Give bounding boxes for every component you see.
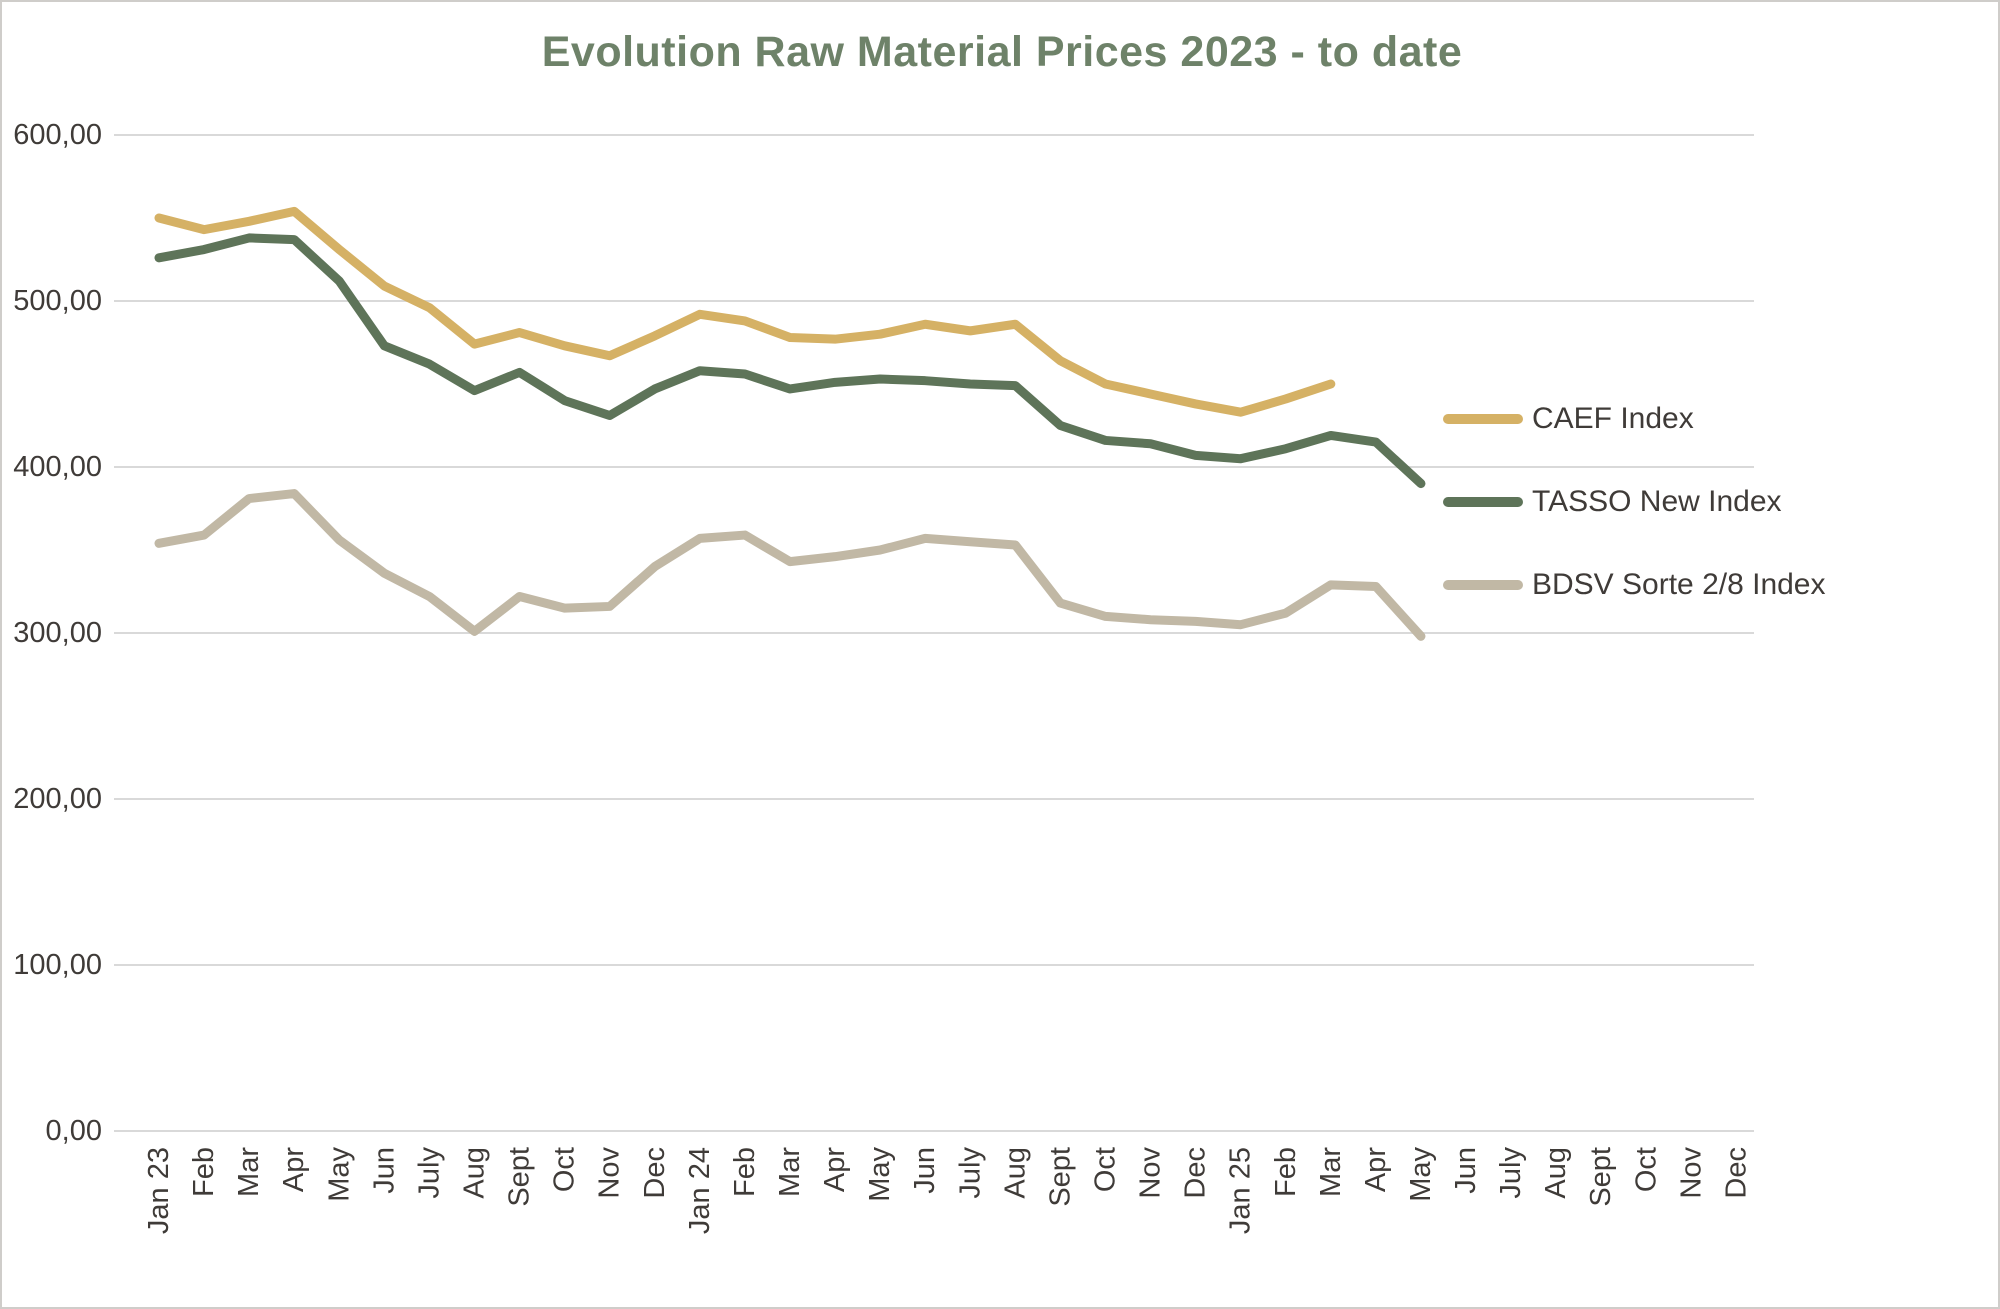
x-tick-label-20: Sept [1044,1147,1076,1207]
legend-swatch-bdsv [1443,579,1523,590]
x-tick-label-23: Dec [1180,1147,1212,1199]
x-tick-label-34: Nov [1675,1147,1707,1199]
x-tick-label-6: July [413,1147,445,1199]
x-tick-label-16: May [864,1147,896,1202]
x-tick-label-13: Feb [729,1147,761,1197]
legend-item-caef: CAEF Index [1443,377,1826,460]
x-tick-label-2: Mar [233,1147,265,1197]
x-tick-label-10: Nov [594,1147,626,1199]
x-tick-label-15: Apr [819,1147,851,1192]
x-tick-label-27: Apr [1360,1147,1392,1192]
legend: CAEF Index TASSO New Index BDSV Sorte 2/… [1443,377,1826,626]
x-tick-label-5: Jun [368,1147,400,1194]
series-line-bdsv-sorte-2-8-index [154,489,1426,641]
x-tick-label-12: Jan 24 [684,1147,716,1234]
x-tick-label-14: Mar [774,1147,806,1197]
x-tick-label-7: Aug [458,1147,490,1199]
x-tick-label-22: Nov [1135,1147,1167,1199]
x-tick-label-29: Jun [1450,1147,1482,1194]
x-tick-label-25: Feb [1270,1147,1302,1197]
x-tick-label-4: May [323,1147,355,1202]
legend-swatch-tasso [1443,496,1523,507]
legend-label-tasso: TASSO New Index [1532,484,1782,518]
y-tick-label-400: 400,00 [13,451,102,483]
x-tick-label-3: Apr [278,1147,310,1192]
legend-label-bdsv: BDSV Sorte 2/8 Index [1532,567,1826,601]
x-tick-label-0: Jan 23 [143,1147,175,1234]
y-tick-label-0: 0,00 [46,1115,102,1147]
y-tick-label-500: 500,00 [13,285,102,317]
x-tick-label-35: Dec [1720,1147,1752,1199]
x-tick-label-26: Mar [1315,1147,1347,1197]
x-tick-label-31: Aug [1540,1147,1572,1199]
x-tick-label-32: Sept [1585,1147,1617,1207]
x-tick-label-28: May [1405,1147,1437,1202]
legend-label-caef: CAEF Index [1532,401,1694,435]
y-tick-label-100: 100,00 [13,949,102,981]
x-tick-label-8: Sept [504,1147,536,1207]
y-tick-label-600: 600,00 [13,119,102,151]
legend-item-bdsv: BDSV Sorte 2/8 Index [1443,543,1826,626]
series-line-tasso-new-index [154,233,1426,489]
legend-swatch-caef [1443,413,1523,424]
x-tick-label-17: Jun [909,1147,941,1194]
x-tick-label-21: Oct [1089,1147,1121,1192]
x-tick-label-11: Dec [639,1147,671,1199]
chart-title: Evolution Raw Material Prices 2023 - to … [541,28,1463,76]
x-tick-label-9: Oct [549,1147,581,1192]
series-line-caef-index [154,206,1336,417]
x-tick-label-24: Jan 25 [1225,1147,1257,1234]
legend-item-tasso: TASSO New Index [1443,460,1826,543]
x-tick-label-19: Aug [999,1147,1031,1199]
x-tick-label-18: July [954,1147,986,1199]
y-tick-label-200: 200,00 [13,783,102,815]
x-tick-label-30: July [1495,1147,1527,1199]
x-tick-label-33: Oct [1630,1147,1662,1192]
y-tick-label-300: 300,00 [13,617,102,649]
x-tick-label-1: Feb [188,1147,220,1197]
